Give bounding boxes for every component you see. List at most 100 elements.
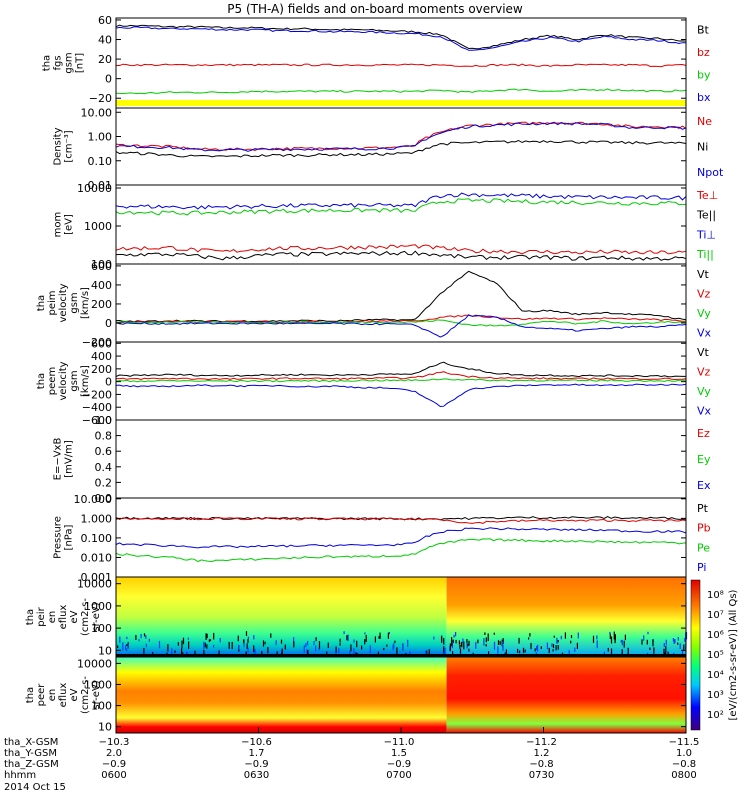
spectrogram-noise [674,639,676,643]
spectrogram-noise [540,646,542,650]
panel-pressure: 10.000 1.000 0.100 0.010 0.001 Pressure [nPa] P… [53,493,711,584]
ytick-label: 0.01 [88,179,113,192]
spectrogram-noise [127,643,129,648]
spectrogram-noise [205,633,207,640]
spectrogram-noise [493,632,495,635]
ylabel-line: [km/s] [80,287,91,319]
ytick-label: −400 [82,401,112,414]
series-Vz [115,314,686,324]
ytick-label: −200 [82,388,112,401]
ytick-label: 0 [105,376,112,389]
spectrogram-noise [623,640,625,648]
spectrogram-noise [313,641,315,646]
spectrogram-noise [453,634,455,638]
legend-Pe: Pe [697,541,710,554]
spectrogram-noise [504,652,506,656]
ylabel-line: peir [36,606,47,626]
spectrogram-noise [425,650,427,654]
xaxis-value: −11.0 [384,737,415,748]
xaxis-value: 0700 [386,770,411,781]
spectrogram-noise [497,640,500,645]
spectrogram-noise [306,649,308,657]
colorbar-tick: 10⁴ [707,670,724,681]
spectrogram-noise [455,639,457,644]
spectrogram-noise [206,644,208,649]
spectrogram-noise [672,638,674,642]
date-label: 2014 Oct 15 [4,782,66,793]
ytick-label: 0.0 [95,492,113,505]
ylabel-line: gsm [69,292,80,313]
spectrogram-noise [620,640,622,643]
ytick-label: 10.00 [81,106,113,119]
spectrogram-noise [206,633,208,639]
spectrogram-noise [253,635,255,640]
series-by [115,88,687,95]
spectrogram-noise [627,647,629,655]
spectrogram-noise [204,642,206,648]
spectrogram-noise [158,640,161,649]
spectrogram-noise [519,650,521,654]
spectrogram-noise [592,635,595,643]
colorbar-label: [eV/(cm2-s-sr-eV)] (All Qs) [728,589,739,720]
legend-Pt: Pt [697,502,709,515]
colorbar-tick: 10² [707,710,724,721]
spectrogram-noise [275,640,277,646]
spectrogram-noise [209,639,211,642]
xaxis-value: 0800 [671,770,696,781]
colorbar-tick: 10⁶ [707,630,724,641]
spectrogram-noise [603,651,605,656]
xaxis-value: −11.5 [669,737,700,748]
series-Vx [115,314,687,338]
spectrogram-noise [505,649,507,656]
spectrogram-noise [534,648,536,652]
ylabel-line: peim [47,290,58,315]
ylabel-line: en [47,689,58,702]
spectrogram-noise [564,632,566,639]
spectrogram-noise [607,647,609,652]
spectrogram-noise [383,647,385,651]
series-Ti⊥ [115,192,687,210]
ylabel-line: velocity [58,283,69,322]
series-Bt [115,24,687,50]
xaxis-value: −10.3 [99,737,130,748]
spectrogram-noise [393,642,395,649]
ylabel-line: eflux [58,605,69,630]
spectrogram-noise [477,639,479,644]
spectrogram-noise [546,642,548,650]
series-Vt [115,270,687,323]
spectrogram-noise [361,645,363,650]
panel-peim-velocity: 600 400 200 0 −200 tha peim velocity gsm [km/s] Vt… [36,260,712,349]
spectrogram-noise [203,650,205,655]
spectrogram-noise [307,650,309,655]
series-Pb [115,517,687,524]
spectrogram-noise [138,639,140,642]
ytick-label: −600 [82,414,112,427]
spectrogram-noise [386,644,388,647]
spectrogram-noise [174,650,176,653]
spectrogram-noise [444,647,446,656]
spectrogram-noise [369,645,371,654]
spectrogram-noise [124,645,127,650]
ytick-label: 100 [91,622,112,635]
ylabel-line: eflux [58,683,69,708]
spectrogram-noise [570,640,572,644]
ylabel-line: sr-eV) [91,680,102,709]
spectrogram-noise [459,648,462,654]
spectrogram-noise [522,647,525,654]
spectrogram-noise [673,639,675,644]
ylabel-line: tha [42,55,53,71]
spectrogram-noise [624,634,626,641]
xaxis-value: −0.8 [529,759,553,770]
ytick-label: 0 [105,317,112,330]
spectrogram-noise [536,646,538,651]
spectrogram-noise [335,646,337,653]
ylabel-line: Pressure [53,516,64,559]
spectrogram-noise [267,647,269,654]
ylabel-line: Density [53,127,64,165]
xaxis-value: 0630 [244,770,269,781]
colorbar-scale [690,579,701,731]
spectrogram-noise [466,639,468,643]
spectrogram-noise [574,647,576,652]
legend-Ey: Ey [697,453,711,466]
spectrogram-noise [517,648,519,653]
